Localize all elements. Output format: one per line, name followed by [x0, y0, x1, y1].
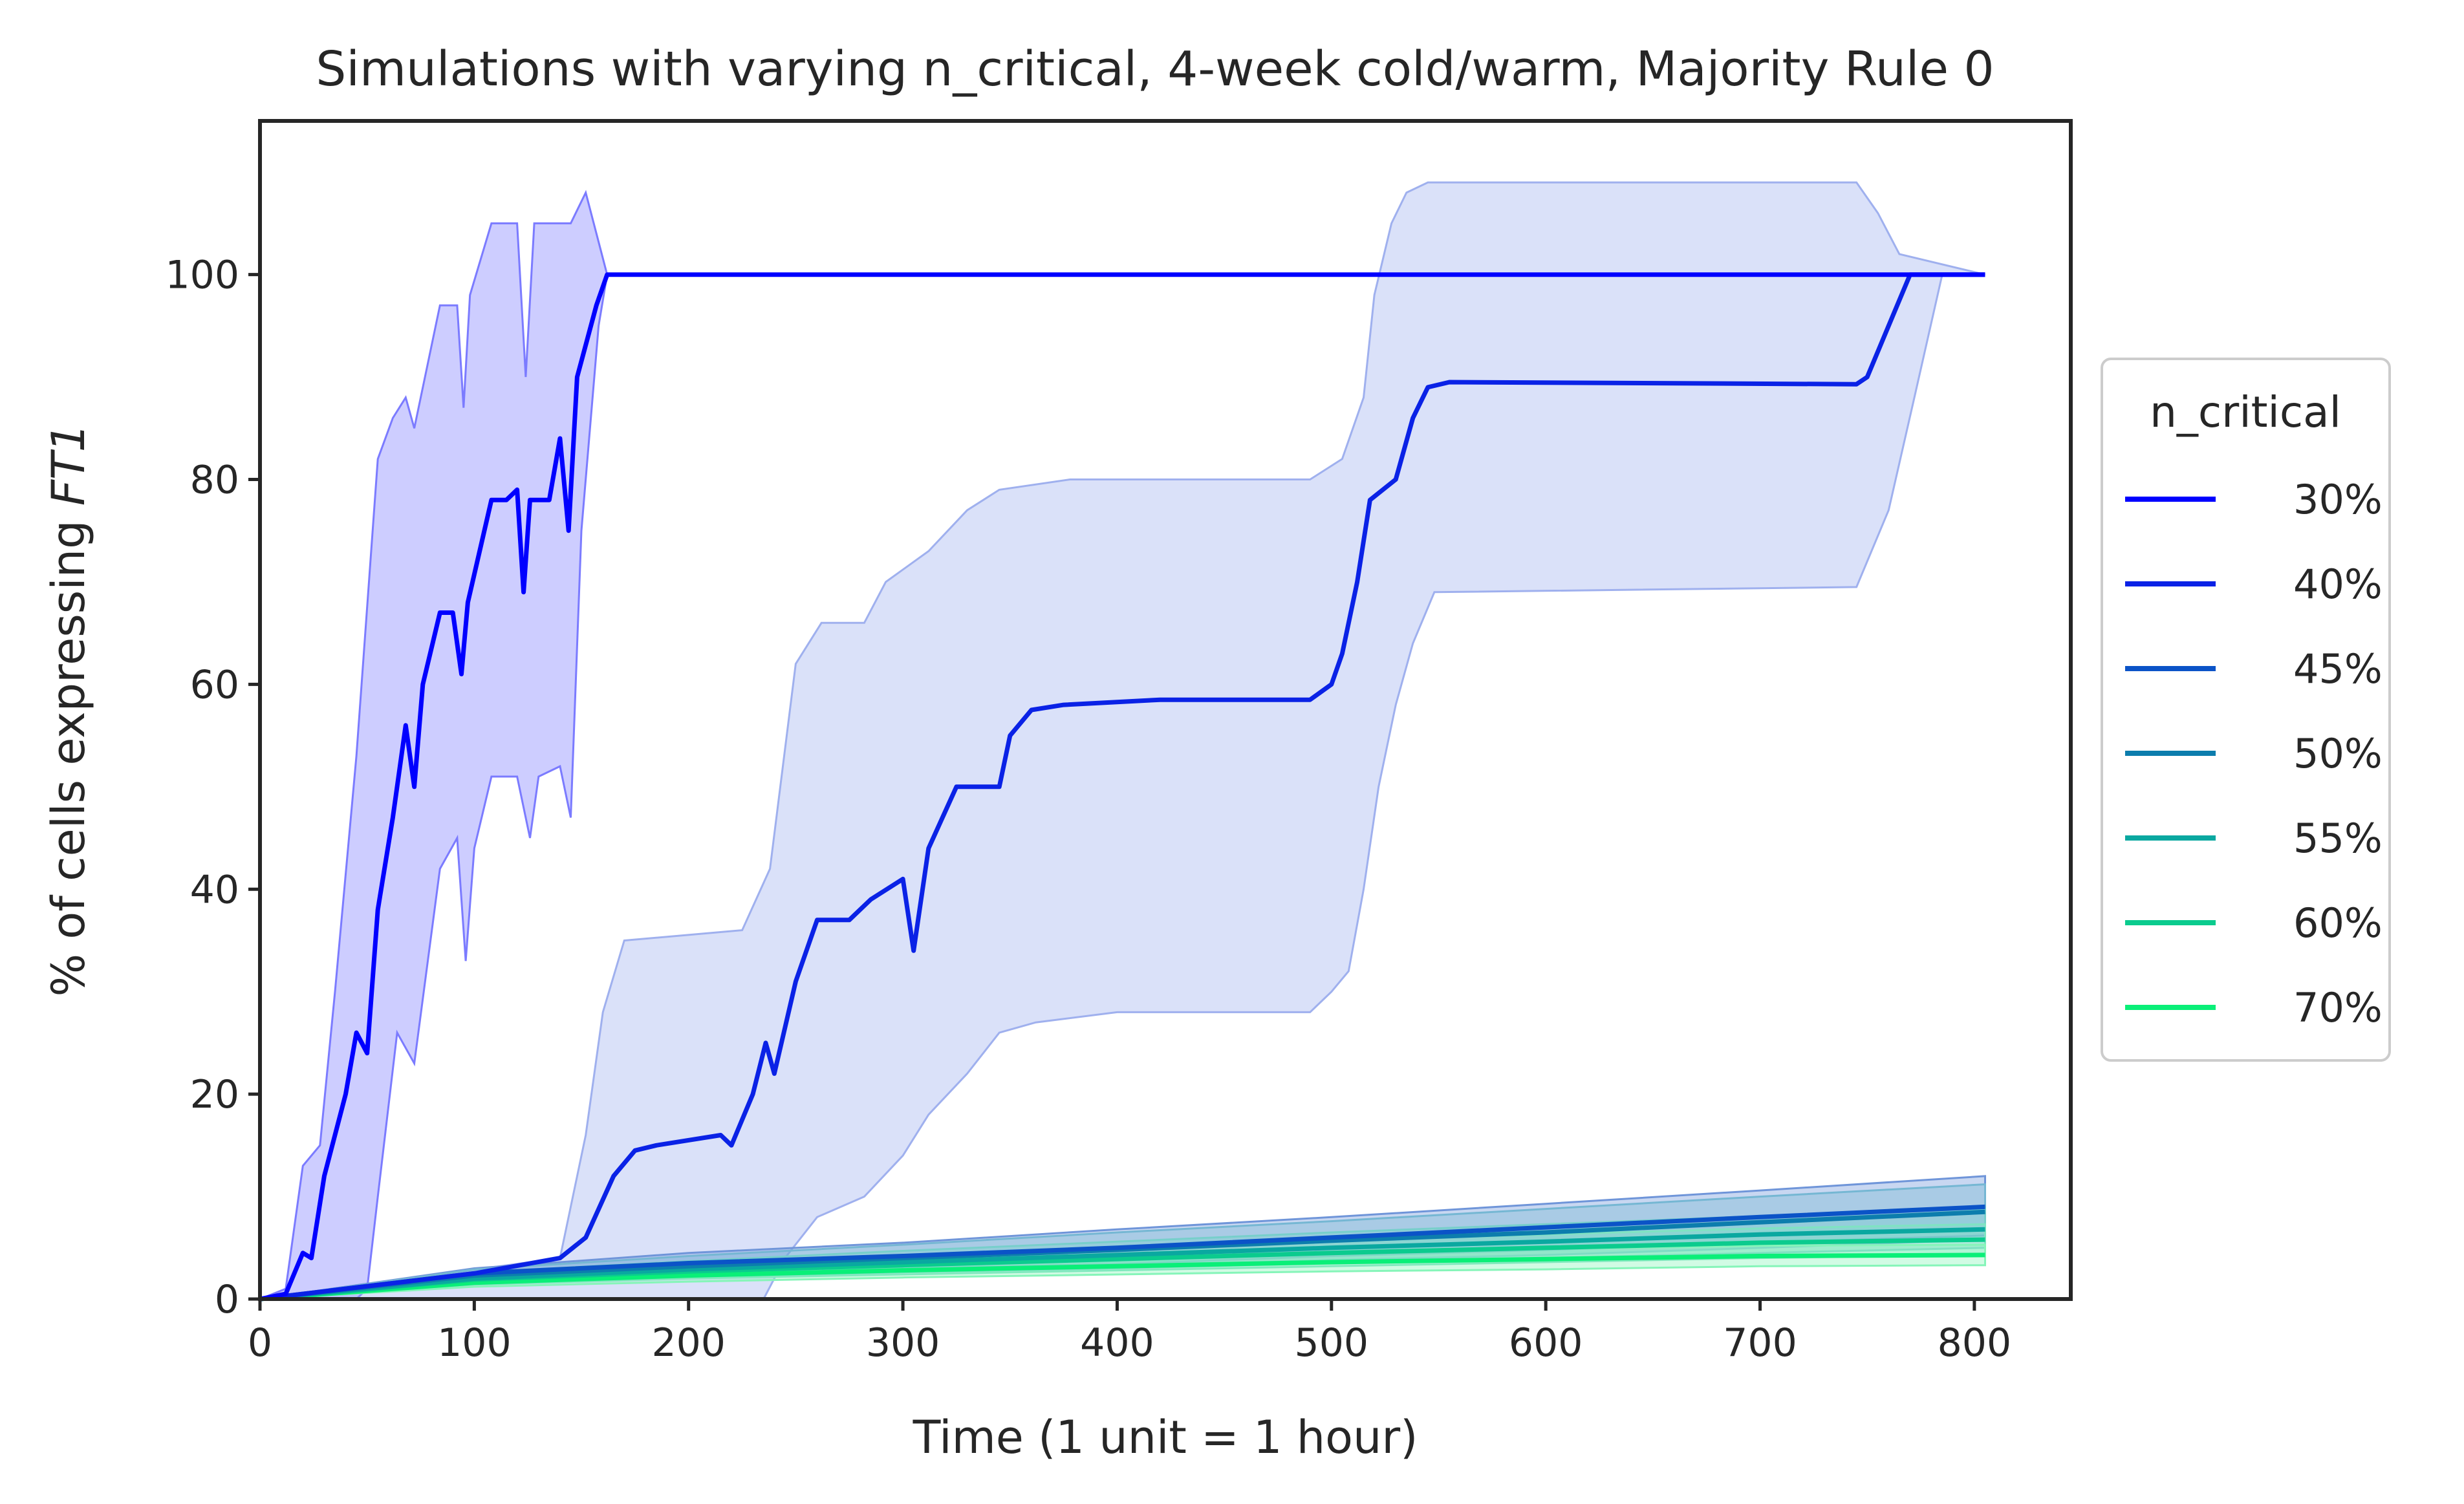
y-axis-label: % of cells expressing FT1: [42, 424, 95, 997]
chart-title: Simulations with varying n_critical, 4-w…: [316, 41, 1994, 97]
legend-label: 55%: [2293, 815, 2383, 862]
legend-label: 70%: [2293, 984, 2383, 1031]
y-tick-label: 100: [165, 253, 239, 298]
y-tick-label: 80: [190, 458, 239, 503]
x-tick-label: 700: [1723, 1320, 1797, 1366]
x-axis-label: Time (1 unit = 1 hour): [913, 1411, 1418, 1464]
series-line-30pct: [259, 272, 1985, 1302]
x-tick-label: 0: [248, 1320, 272, 1366]
y-tick-label: 40: [190, 867, 239, 912]
y-axis-label-gene: FT1: [42, 424, 95, 506]
plot-frame: [258, 119, 2073, 1301]
band-40pct: [259, 181, 1985, 1300]
x-tick-label: 100: [437, 1320, 512, 1366]
legend-title: n_critical: [2150, 387, 2341, 437]
y-tick-label: 0: [215, 1277, 239, 1322]
x-axis: 0 100 200 300 400 500 600 700 800: [248, 1299, 2011, 1366]
y-axis: 0 20 40 60 80 100: [165, 253, 260, 1322]
x-tick-label: 800: [1938, 1320, 2012, 1366]
plot-area: [259, 181, 1986, 1302]
x-tick-label: 600: [1509, 1320, 1583, 1366]
x-tick-label: 400: [1080, 1320, 1154, 1366]
x-tick-label: 500: [1295, 1320, 1369, 1366]
series-line-70pct: [259, 1252, 1985, 1302]
legend-label: 60%: [2293, 899, 2383, 947]
x-tick-label: 200: [651, 1320, 726, 1366]
legend-label: 30%: [2293, 476, 2383, 523]
x-tick-label: 300: [866, 1320, 940, 1366]
y-tick-label: 20: [190, 1072, 239, 1117]
legend-frame: [2101, 358, 2391, 1062]
legend-label: 45%: [2293, 645, 2383, 693]
series-line-55pct: [259, 1227, 1985, 1302]
legend-label: 40%: [2293, 561, 2383, 608]
legend: n_critical 30% 40% 45% 50% 55% 60% 70%: [2101, 358, 2391, 1062]
legend-label: 50%: [2293, 730, 2383, 777]
series-line-40pct: [259, 272, 1985, 1302]
y-tick-label: 60: [190, 662, 239, 707]
y-axis-label-prefix: % of cells expressing: [42, 506, 95, 996]
series-line-45pct: [259, 1204, 1985, 1302]
